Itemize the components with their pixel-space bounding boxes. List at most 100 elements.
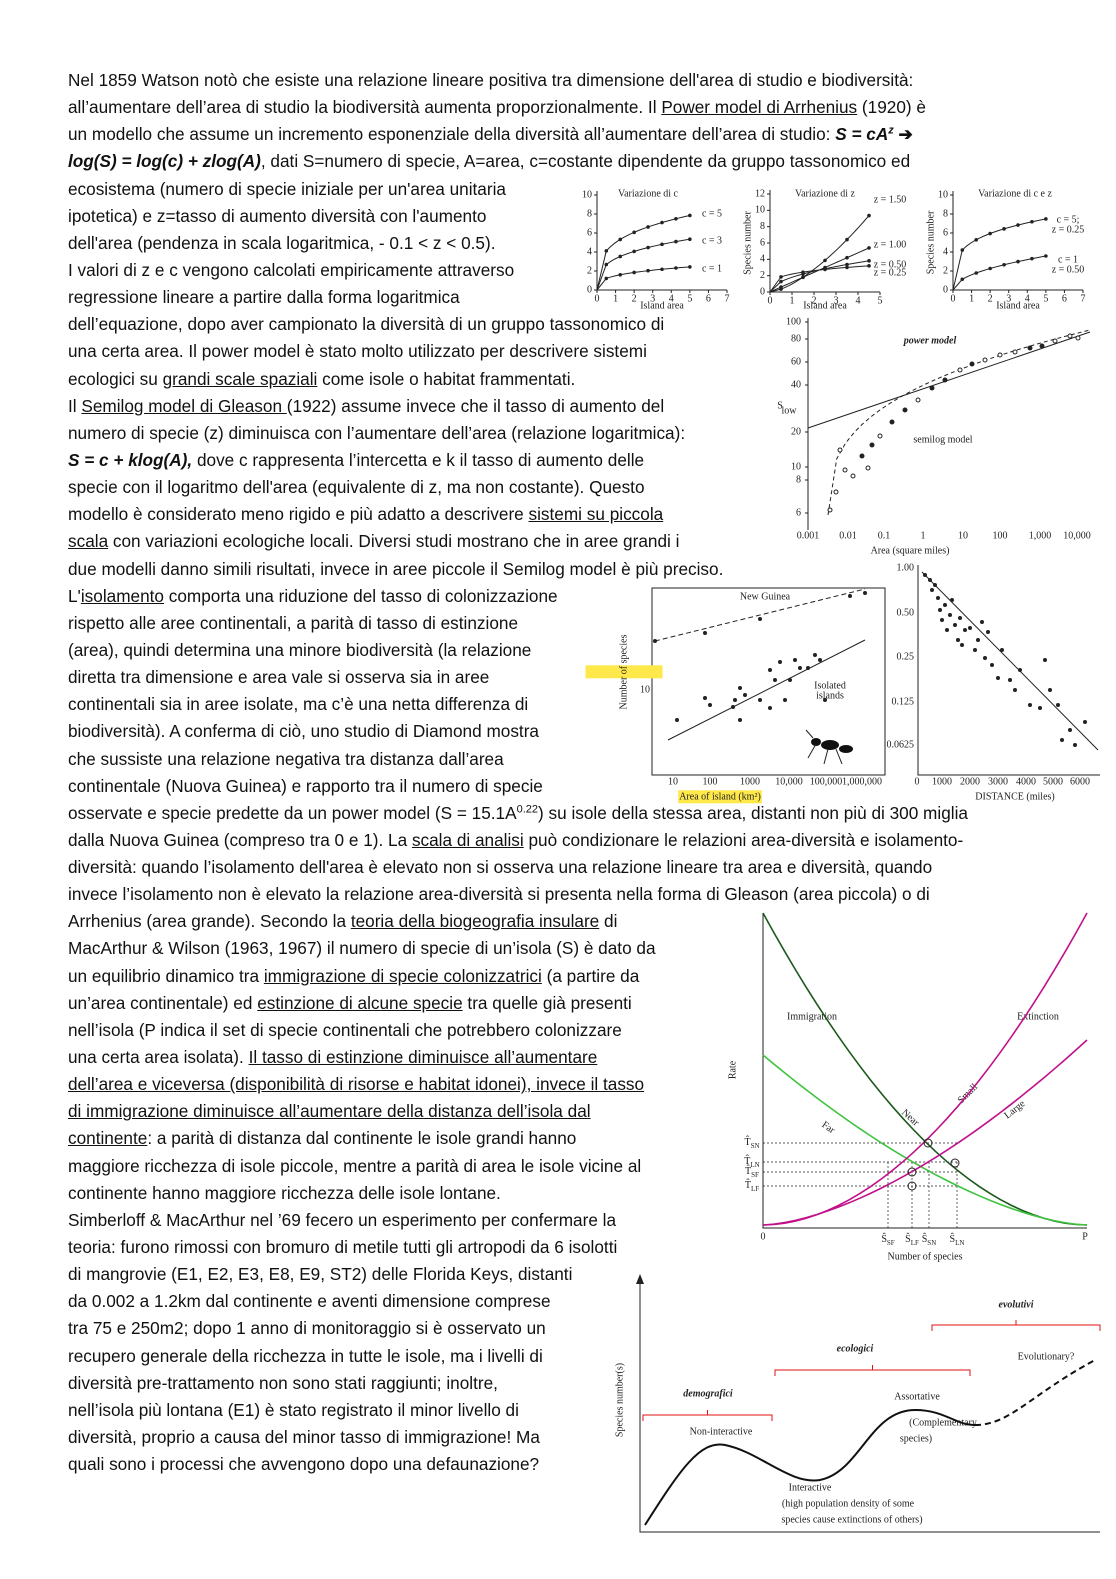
trend-line xyxy=(827,329,1091,516)
text-segment: grandi scale spaziali xyxy=(162,368,318,389)
tick-label-sub: SF xyxy=(751,1171,759,1179)
text-segment: Nel 1859 Watson notò che esiste una rela… xyxy=(68,70,914,90)
annotation: semilog model xyxy=(913,434,972,445)
text-line: Il Semilog model di Gleason (1922) assum… xyxy=(68,393,664,419)
annotation: power model xyxy=(903,335,957,346)
text-line: dell'area (pendenza in scala logaritmica… xyxy=(68,230,495,256)
text-segment: z xyxy=(888,124,894,137)
data-point xyxy=(960,248,965,252)
text-line: nell’isola (P indica il set di specie co… xyxy=(68,1017,622,1043)
text-segment: di mangrovie (E1, E2, E3, E8, E9, ST2) d… xyxy=(68,1264,573,1285)
immigration-far xyxy=(762,1054,1088,1226)
tick-label: T̂SF xyxy=(745,1164,759,1178)
data-point xyxy=(660,242,664,247)
text-segment: scala xyxy=(68,531,109,552)
trend-line xyxy=(921,571,1099,751)
x-tick-label: 6000 xyxy=(1070,776,1090,787)
x-tick-label: 10,000 xyxy=(775,776,803,787)
data-point xyxy=(928,578,932,582)
data-point xyxy=(837,447,843,453)
data-point xyxy=(948,613,952,617)
panel-title: Variazione di c xyxy=(618,188,679,199)
data-point xyxy=(940,618,944,622)
data-point xyxy=(929,385,935,391)
tick-label-sub: LN xyxy=(750,1161,759,1169)
data-point xyxy=(823,698,827,702)
x-tick-label: 1,000,000 xyxy=(842,776,882,787)
data-point xyxy=(1044,254,1048,258)
x-axis-label: Island area xyxy=(996,300,1040,311)
text-segment: invece l’isolamento non è elevato la rel… xyxy=(68,884,930,905)
data-point xyxy=(1038,706,1042,710)
y-tick-label: 6 xyxy=(587,227,592,238)
x-tick-label: 0.001 xyxy=(797,530,820,541)
y-axis-label: Species number(s) xyxy=(614,1363,625,1437)
data-point xyxy=(982,357,988,363)
y-axis-label: Rate xyxy=(727,1060,738,1079)
text-segment: Il tasso di estinzione diminuisce all’au… xyxy=(248,1047,598,1068)
data-point xyxy=(842,467,848,473)
text-segment: come isole o habitat frammentati. xyxy=(317,368,576,389)
text-segment: (area), quindi determina una minore biod… xyxy=(68,639,532,660)
y-tick-label: 4 xyxy=(760,254,765,265)
x-tick-label: 5 xyxy=(878,295,883,306)
text-segment: biodiversità). A conferma di ciò, uno st… xyxy=(68,721,539,742)
data-point xyxy=(968,626,972,630)
data-point xyxy=(850,473,856,479)
data-point xyxy=(969,361,975,367)
x-tick-label: 2 xyxy=(632,293,637,304)
data-point xyxy=(973,648,977,652)
stage-label: Assortative xyxy=(894,1391,940,1402)
data-point xyxy=(915,397,921,403)
x-tick-label: 10 xyxy=(958,530,968,541)
data-point xyxy=(938,608,942,612)
x-tick-label: 3 xyxy=(834,295,839,306)
y-tick-label: 2 xyxy=(943,265,948,276)
text-segment: di immigrazione diminuisce all’aumentare… xyxy=(68,1101,591,1122)
text-line: diversità, proprio a causa del minor tas… xyxy=(68,1424,540,1450)
x-tick-label: 7 xyxy=(1081,293,1086,304)
text-segment: log(S) = log(c) + zlog(A) xyxy=(68,151,261,172)
text-segment: dell’equazione, dopo aver campionato la … xyxy=(68,314,665,335)
ant-icon xyxy=(805,729,814,739)
axis xyxy=(917,565,1100,776)
tick-label-sub: SN xyxy=(751,1142,760,1150)
text-segment: all’aumentare dell’area di studio la bio… xyxy=(68,97,662,118)
text-line: continente hanno maggiore ricchezza dell… xyxy=(68,1180,501,1206)
x-tick-label: 4 xyxy=(1025,293,1030,304)
data-point xyxy=(798,666,802,670)
data-point xyxy=(945,628,949,632)
data-point xyxy=(933,583,937,587)
data-point xyxy=(833,489,839,495)
y-tick-label: 10 xyxy=(640,684,650,695)
data-point xyxy=(859,453,865,459)
y-tick-label: 4 xyxy=(587,246,592,257)
y-axis-label: Number of species xyxy=(618,634,629,709)
text-segment: ecosistema (numero di specie iniziale pe… xyxy=(68,178,506,199)
y-tick-label: 6 xyxy=(943,227,948,238)
x-tick-label: 4 xyxy=(856,295,861,306)
data-point xyxy=(950,598,954,602)
data-point xyxy=(930,588,934,592)
bracket xyxy=(774,1369,971,1376)
text-segment: continentale (Nuova Guinea) e rapporto t… xyxy=(68,775,543,796)
ant-icon xyxy=(823,748,829,765)
curve xyxy=(952,218,1046,291)
data-point xyxy=(960,277,965,282)
text-segment: teoria della biogeografia insulare xyxy=(350,911,600,932)
data-point xyxy=(783,698,787,702)
y-axis-label: Species number xyxy=(742,211,753,275)
data-point xyxy=(867,264,871,268)
curve-label: z = 1.00 xyxy=(874,239,907,250)
data-point xyxy=(988,231,992,236)
data-point xyxy=(976,638,980,642)
y-tick-label: 10 xyxy=(938,189,948,200)
y-tick-label: 0.50 xyxy=(897,607,915,618)
data-point xyxy=(818,658,822,662)
data-point xyxy=(923,1138,933,1148)
curve-label: Extinction xyxy=(1017,1011,1059,1022)
data-point xyxy=(675,718,679,722)
data-point xyxy=(1002,262,1006,267)
data-point xyxy=(688,213,692,218)
